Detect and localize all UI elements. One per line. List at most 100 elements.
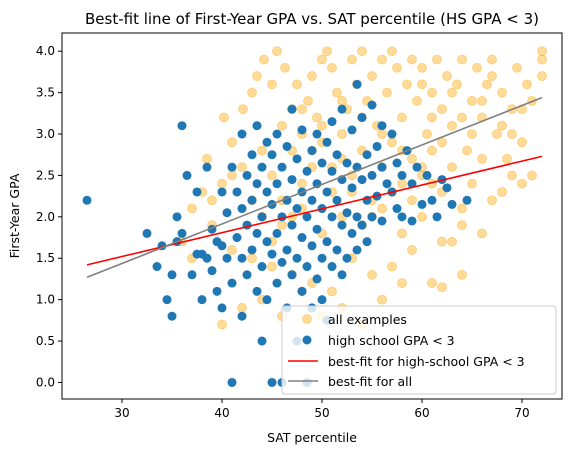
data-point-high-school — [307, 146, 317, 156]
data-point-all-examples — [487, 195, 497, 206]
data-point-high-school — [172, 212, 182, 222]
y-tick-label: 3.0 — [36, 127, 55, 141]
data-point-high-school — [242, 170, 252, 180]
data-point-all-examples — [367, 269, 377, 280]
data-point-all-examples — [202, 153, 212, 164]
data-point-high-school — [262, 237, 272, 247]
data-point-high-school — [327, 212, 337, 222]
data-point-all-examples — [477, 96, 487, 106]
data-point-all-examples — [377, 203, 387, 214]
y-tick-label: 0.5 — [36, 334, 55, 348]
data-point-high-school — [297, 125, 307, 135]
data-point-high-school — [442, 183, 452, 193]
data-point-all-examples — [312, 112, 322, 123]
data-point-high-school — [332, 150, 342, 160]
data-point-all-examples — [237, 303, 247, 313]
data-point-high-school — [267, 150, 277, 160]
legend-label-fit-high-school: best-fit for high-school GPA < 3 — [328, 354, 525, 369]
legend-marker-high-school — [302, 335, 312, 345]
data-point-all-examples — [357, 46, 367, 57]
best-fit-lines — [86, 96, 543, 279]
data-point-all-examples — [437, 104, 447, 115]
data-point-all-examples — [187, 203, 197, 214]
data-point-all-examples — [507, 129, 517, 139]
legend-marker-all-examples — [302, 314, 312, 324]
data-point-all-examples — [252, 71, 262, 81]
data-point-all-examples — [277, 220, 287, 231]
data-point-all-examples — [407, 54, 417, 65]
data-point-high-school — [152, 262, 162, 272]
data-point-high-school — [397, 212, 407, 222]
data-point-high-school — [427, 195, 437, 205]
data-point-high-school — [357, 112, 367, 122]
data-point-high-school — [272, 129, 282, 139]
data-point-all-examples — [447, 87, 457, 98]
data-point-all-examples — [397, 178, 407, 189]
data-point-all-examples — [219, 112, 229, 123]
data-point-high-school — [292, 253, 302, 263]
data-point-high-school — [257, 162, 267, 172]
data-point-all-examples — [447, 120, 457, 131]
data-point-all-examples — [247, 87, 257, 98]
data-point-high-school — [182, 170, 192, 180]
data-point-high-school — [82, 195, 92, 205]
data-point-all-examples — [280, 62, 290, 73]
data-point-high-school — [237, 204, 247, 214]
data-point-all-examples — [447, 236, 457, 247]
data-point-high-school — [262, 295, 272, 305]
data-point-all-examples — [307, 71, 317, 81]
data-point-all-examples — [527, 170, 537, 181]
data-point-all-examples — [397, 228, 407, 239]
data-point-high-school — [237, 129, 247, 139]
data-point-all-examples — [412, 96, 422, 106]
data-point-high-school — [347, 183, 357, 193]
y-axis-label: First-Year GPA — [7, 173, 22, 258]
data-point-all-examples — [417, 211, 427, 222]
data-point-all-examples — [277, 120, 287, 131]
data-point-all-examples — [377, 294, 387, 305]
data-point-all-examples — [407, 245, 417, 255]
data-point-high-school — [357, 175, 367, 185]
data-point-all-examples — [267, 170, 277, 181]
data-point-high-school — [302, 212, 312, 222]
data-point-all-examples — [497, 120, 507, 131]
data-point-high-school — [212, 286, 222, 296]
data-point-all-examples — [457, 203, 467, 214]
data-point-all-examples — [217, 178, 227, 189]
data-point-high-school — [142, 228, 152, 238]
data-point-high-school — [347, 228, 357, 238]
legend: all examples high school GPA < 3 best-fi… — [281, 305, 557, 395]
plot-frame — [61, 32, 563, 400]
data-point-high-school — [232, 187, 242, 197]
data-point-all-examples — [462, 145, 472, 156]
data-point-high-school — [272, 278, 282, 288]
data-point-high-school — [312, 129, 322, 139]
data-point-all-examples — [537, 46, 547, 57]
legend-label-high-school: high school GPA < 3 — [328, 333, 455, 348]
data-point-high-school — [342, 158, 352, 168]
data-point-high-school — [237, 253, 247, 263]
data-point-high-school — [247, 245, 257, 255]
data-point-all-examples — [442, 71, 452, 81]
data-point-high-school — [332, 245, 342, 255]
data-point-high-school — [407, 179, 417, 189]
data-point-high-school — [257, 212, 267, 222]
data-point-all-examples — [332, 87, 342, 98]
data-point-high-school — [222, 253, 232, 263]
chart-title: Best-fit line of First-Year GPA vs. SAT … — [85, 10, 539, 28]
data-point-all-examples — [327, 286, 337, 297]
y-tick-label: 1.5 — [36, 251, 55, 265]
data-point-high-school — [322, 187, 332, 197]
data-point-all-examples — [457, 54, 467, 65]
y-tick-label: 0.0 — [36, 375, 55, 389]
data-point-all-examples — [427, 112, 437, 123]
data-point-high-school — [262, 137, 272, 147]
data-point-all-examples — [397, 278, 407, 288]
data-point-high-school — [287, 220, 297, 230]
data-point-high-school — [332, 195, 342, 205]
data-point-high-school — [247, 150, 257, 160]
data-point-high-school — [292, 204, 302, 214]
data-point-high-school — [287, 175, 297, 185]
data-point-high-school — [342, 208, 352, 218]
data-point-high-school — [327, 117, 337, 127]
